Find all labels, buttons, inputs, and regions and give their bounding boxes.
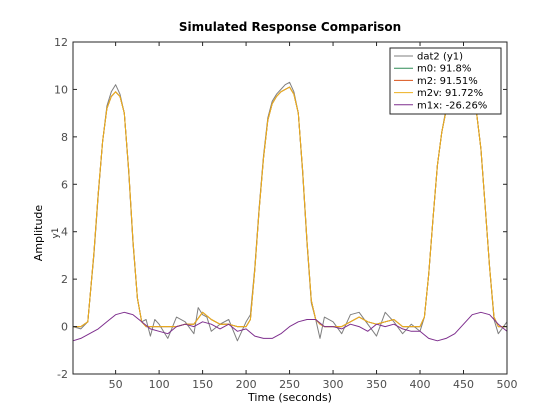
y-tick-label: 12	[54, 36, 68, 49]
x-tick-label: 300	[323, 378, 344, 391]
y-tick-label: -2	[57, 368, 68, 381]
legend-label: dat2 (y1)	[417, 52, 463, 63]
legend-label: m2: 91.51%	[417, 76, 478, 87]
x-tick-label: 400	[410, 378, 431, 391]
y-tick-label: 8	[61, 131, 68, 144]
x-tick-label: 50	[109, 378, 123, 391]
legend-label: m0: 91.8%	[417, 64, 471, 75]
y-tick-label: 0	[61, 321, 68, 334]
series-line-4	[72, 311, 508, 342]
legend: dat2 (y1)m0: 91.8%m2: 91.51%m2v: 91.72%m…	[389, 47, 502, 115]
x-tick-label: 200	[236, 378, 257, 391]
y-axis-label: Amplitude	[32, 205, 45, 262]
x-tick-label: 150	[192, 378, 213, 391]
y-tick-label: 2	[61, 273, 68, 286]
ticks-layer: 50 100 150 200 250 300 350 400 450 500 -2 0 2 4 6 8 10 12	[54, 36, 518, 391]
chart-title: Simulated Response Comparison	[179, 20, 401, 34]
x-tick-label: 100	[149, 378, 170, 391]
x-tick-label: 250	[279, 378, 300, 391]
legend-box	[389, 47, 502, 115]
x-axis-label: Time (seconds)	[247, 391, 332, 404]
y-tick-label: 4	[61, 226, 68, 239]
y-tick-label: 6	[61, 178, 68, 191]
y-tick-label: 10	[54, 83, 68, 96]
legend-label: m2v: 91.72%	[417, 88, 483, 99]
x-tick-label: 450	[453, 378, 474, 391]
y-channel-label: y1	[51, 227, 61, 238]
x-tick-label: 500	[497, 378, 518, 391]
legend-label: m1x: -26.26%	[417, 100, 487, 111]
x-tick-label: 350	[366, 378, 387, 391]
